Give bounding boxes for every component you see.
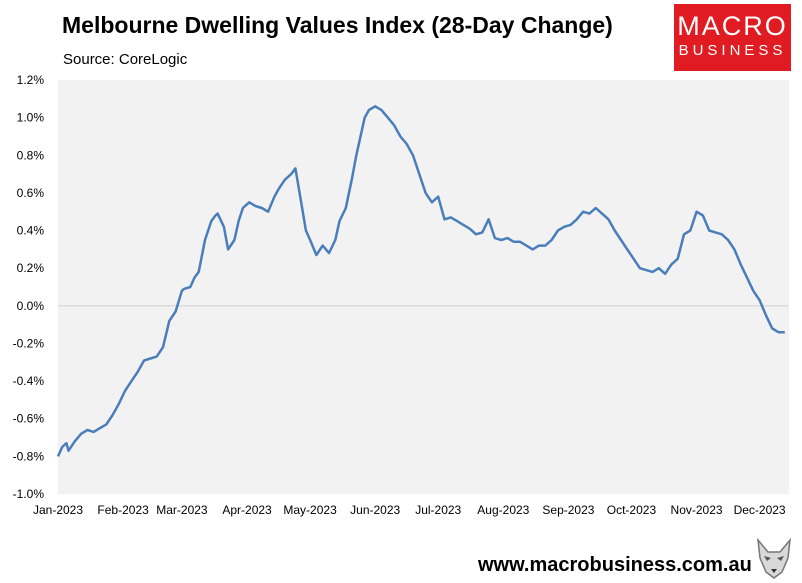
y-tick-label: 0.2% bbox=[17, 261, 45, 275]
y-tick-label: 0.4% bbox=[17, 224, 45, 238]
y-tick-label: 0.6% bbox=[17, 186, 45, 200]
y-tick-label: -0.2% bbox=[13, 336, 45, 350]
chart-title: Melbourne Dwelling Values Index (28-Day … bbox=[62, 12, 613, 38]
x-tick-label: Apr-2023 bbox=[222, 503, 272, 517]
line-chart: 1.2% 1.0% 0.8% 0.6% 0.4% 0.2% 0.0% -0.2% -0.4% -0… bbox=[13, 73, 789, 517]
logo-line-2: BUSINESS bbox=[678, 42, 787, 59]
x-tick-label: Jan-2023 bbox=[33, 503, 83, 517]
y-tick-label: 0.0% bbox=[17, 299, 45, 313]
x-tick-label: Oct-2023 bbox=[607, 503, 657, 517]
x-axis: Jan-2023 Feb-2023 Mar-2023 Apr-2023 May-2023… bbox=[33, 503, 786, 517]
x-tick-label: May-2023 bbox=[283, 503, 337, 517]
logo-line-1: MACRO bbox=[677, 11, 788, 41]
plot-area bbox=[58, 80, 789, 494]
y-tick-label: 1.2% bbox=[17, 73, 45, 87]
y-tick-label: -1.0% bbox=[13, 487, 45, 501]
wolf-icon bbox=[756, 537, 792, 579]
y-tick-label: 1.0% bbox=[17, 111, 45, 125]
x-tick-label: Mar-2023 bbox=[156, 503, 208, 517]
macro-business-logo[interactable]: MACRO BUSINESS bbox=[674, 4, 791, 71]
x-tick-label: Nov-2023 bbox=[671, 503, 723, 517]
website-url[interactable]: www.macrobusiness.com.au bbox=[478, 554, 752, 576]
y-tick-label: -0.8% bbox=[13, 449, 45, 463]
y-tick-label: -0.6% bbox=[13, 412, 45, 426]
y-tick-label: -0.4% bbox=[13, 374, 45, 388]
series-line bbox=[56, 105, 785, 457]
y-axis: 1.2% 1.0% 0.8% 0.6% 0.4% 0.2% 0.0% -0.2% -0.4% -0… bbox=[13, 73, 45, 501]
x-tick-label: Feb-2023 bbox=[97, 503, 149, 517]
x-tick-label: Jul-2023 bbox=[415, 503, 461, 517]
y-tick-label: 0.8% bbox=[17, 148, 45, 162]
x-tick-label: Aug-2023 bbox=[477, 503, 529, 517]
chart-source: Source: CoreLogic bbox=[63, 51, 188, 68]
x-tick-label: Sep-2023 bbox=[542, 503, 594, 517]
x-tick-label: Jun-2023 bbox=[350, 503, 400, 517]
x-tick-label: Dec-2023 bbox=[734, 503, 786, 517]
